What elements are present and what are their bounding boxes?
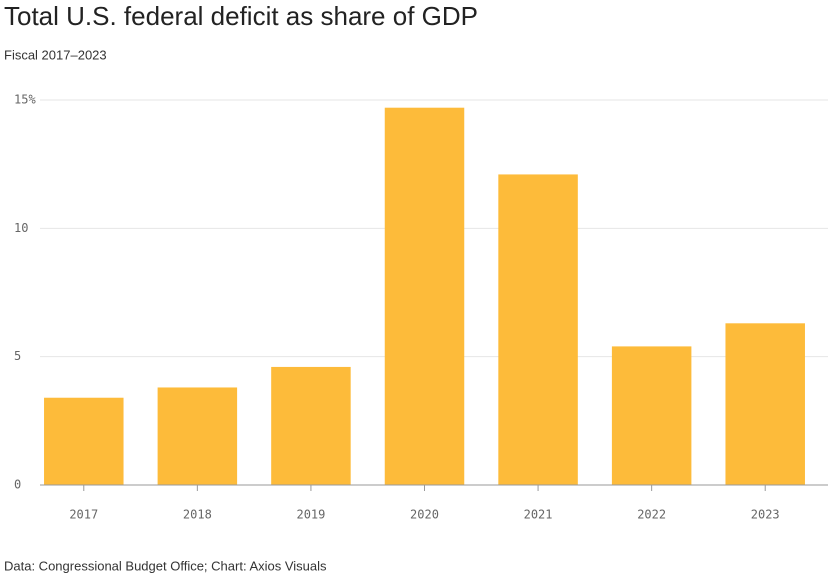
chart-title: Total U.S. federal deficit as share of G… xyxy=(4,1,478,31)
x-tick-label: 2019 xyxy=(296,508,325,522)
bar xyxy=(157,387,238,485)
x-tick-label: 2022 xyxy=(637,508,666,522)
bar xyxy=(271,366,351,485)
bar xyxy=(725,323,805,485)
x-tick-label: 2017 xyxy=(69,508,98,522)
y-tick-label: 15% xyxy=(14,93,36,107)
bar xyxy=(611,346,692,485)
bar xyxy=(384,107,465,485)
bar xyxy=(44,397,124,485)
x-tick-label: 2020 xyxy=(410,508,439,522)
x-tick-label: 2023 xyxy=(751,508,780,522)
bar xyxy=(498,174,578,485)
chart-source: Data: Congressional Budget Office; Chart… xyxy=(4,558,327,573)
chart-subtitle: Fiscal 2017–2023 xyxy=(4,47,107,62)
x-tick-label: 2021 xyxy=(524,508,553,522)
y-tick-label: 10 xyxy=(14,221,28,235)
y-tick-label: 5 xyxy=(14,349,21,363)
x-tick-label: 2018 xyxy=(183,508,212,522)
y-tick-label: 0 xyxy=(14,478,21,492)
